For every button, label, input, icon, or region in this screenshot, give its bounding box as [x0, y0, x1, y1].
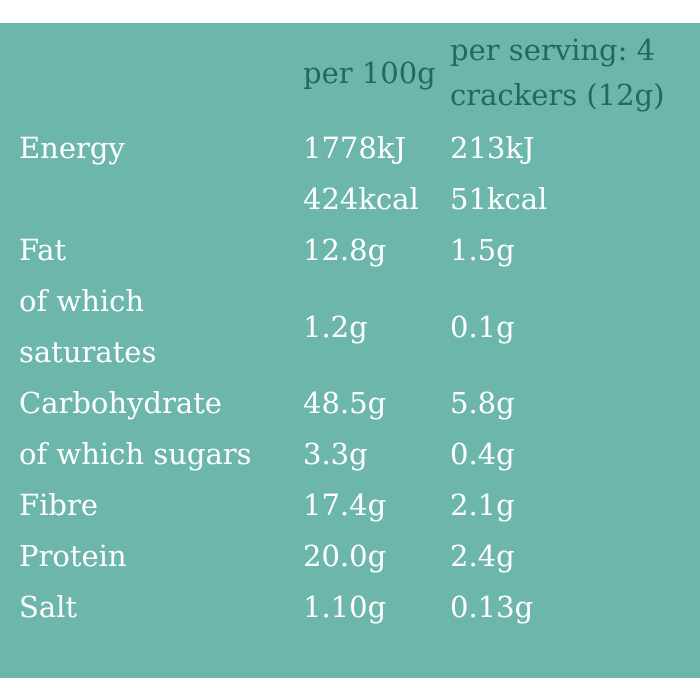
table-header-row: per 100g per serving: 4 crackers (12g) — [0, 23, 700, 123]
value-per-serving: 213kJ — [450, 131, 535, 165]
header-per-serving: per serving: 4 crackers (12g) — [450, 23, 700, 123]
value-per-100g: 12.8g — [303, 233, 387, 267]
nutrition-panel: per 100g per serving: 4 crackers (12g) E… — [0, 23, 700, 678]
table-row-saturates: of which saturates 1.2g 0.1g — [0, 276, 700, 378]
row-label: of which saturates — [0, 276, 303, 378]
nutrition-table: per 100g per serving: 4 crackers (12g) E… — [0, 23, 700, 633]
row-label: Energy — [19, 131, 125, 165]
value-per-serving: 51kcal — [450, 182, 548, 216]
value-per-100g: 17.4g — [303, 488, 387, 522]
value-per-serving: 2.4g — [450, 539, 515, 573]
row-label: Protein — [19, 539, 127, 573]
value-per-100g: 48.5g — [303, 386, 387, 420]
value-per-100g: 1778kJ — [303, 131, 407, 165]
header-empty-cell — [0, 23, 303, 123]
row-label: of which sugars — [19, 437, 252, 471]
table-row-carbohydrate: Carbohydrate 48.5g 5.8g — [0, 378, 700, 429]
header-per-serving-line1: per serving: 4 — [450, 33, 656, 67]
value-per-serving: 0.13g — [450, 590, 534, 624]
value-per-100g: 424kcal — [303, 182, 419, 216]
value-per-100g: 3.3g — [303, 437, 368, 471]
header-per-serving-line2: crackers (12g) — [450, 78, 665, 112]
value-per-serving: 0.1g — [450, 309, 515, 344]
table-row-protein: Protein 20.0g 2.4g — [0, 531, 700, 582]
header-per-100g: per 100g — [303, 23, 450, 123]
table-row-sugars: of which sugars 3.3g 0.4g — [0, 429, 700, 480]
value-per-serving: 2.1g — [450, 488, 515, 522]
value-per-100g: 1.10g — [303, 590, 387, 624]
table-row-energy-kj: Energy 1778kJ 213kJ — [0, 123, 700, 174]
table-row-salt: Salt 1.10g 0.13g — [0, 582, 700, 633]
row-label: Fat — [19, 233, 67, 267]
table-row-energy-kcal: 424kcal 51kcal — [0, 174, 700, 225]
table-row-fat: Fat 12.8g 1.5g — [0, 225, 700, 276]
row-label: Fibre — [19, 488, 98, 522]
row-label: Salt — [19, 590, 78, 624]
row-label: Carbohydrate — [19, 386, 222, 420]
value-per-serving: 5.8g — [450, 386, 515, 420]
header-per-100g-label: per 100g — [303, 55, 436, 90]
value-per-100g: 1.2g — [303, 309, 368, 344]
value-per-serving: 1.5g — [450, 233, 515, 267]
value-per-serving: 0.4g — [450, 437, 515, 471]
value-per-100g: 20.0g — [303, 539, 387, 573]
row-label-line1: of which — [19, 284, 145, 318]
row-label — [0, 174, 303, 225]
table-row-fibre: Fibre 17.4g 2.1g — [0, 480, 700, 531]
row-label-line2: saturates — [19, 335, 157, 369]
